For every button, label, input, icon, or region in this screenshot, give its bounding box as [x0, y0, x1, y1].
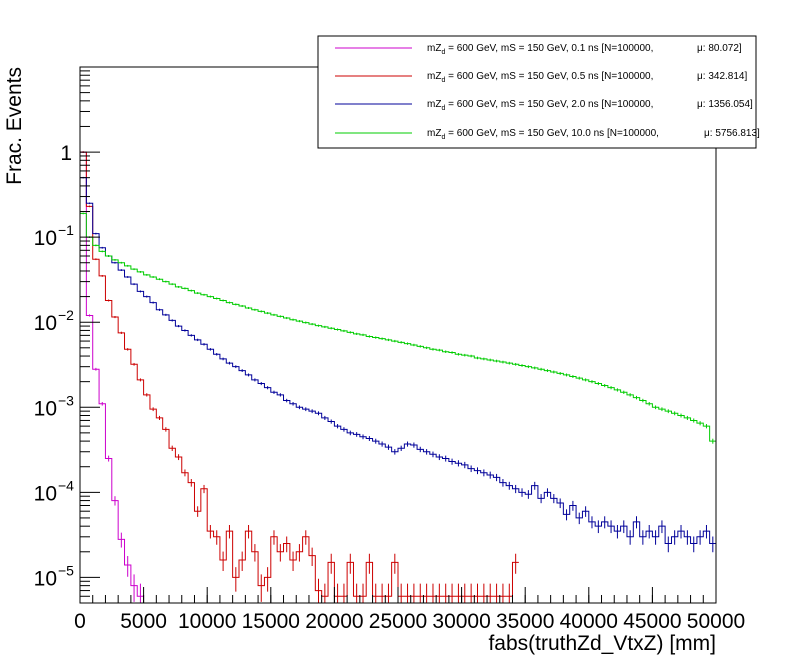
- legend-label-subscript: d: [441, 105, 445, 112]
- legend-mean: μ: 5756.813]: [704, 128, 760, 139]
- y-tick-base: 10: [34, 312, 57, 335]
- y-tick-label: 10 −2: [34, 307, 75, 335]
- legend-entry: mZd = 600 GeV, mS = 150 GeV, 2.0 ns [N=1…: [335, 99, 753, 112]
- histogram-series-layer: [80, 151, 716, 603]
- legend-label-prefix: mZ: [427, 99, 441, 110]
- legend-label: mZd = 600 GeV, mS = 150 GeV, 0.5 ns [N=1…: [427, 71, 653, 84]
- series-1: [80, 151, 519, 603]
- y-axis: 10 −510 −410 −310 −210 −11: [34, 70, 100, 597]
- y-tick-exponent: −2: [58, 307, 74, 323]
- legend-label: mZd = 600 GeV, mS = 150 GeV, 0.1 ns [N=1…: [427, 43, 653, 56]
- series-0: [80, 151, 144, 603]
- legend-label-text: = 600 GeV, mS = 150 GeV, 0.5 ns [N=10000…: [445, 71, 653, 82]
- legend-label-prefix: mZ: [427, 43, 441, 54]
- x-tick-label: 25000: [369, 610, 427, 633]
- x-tick-label: 50000: [687, 610, 745, 633]
- legend-entry: mZd = 600 GeV, mS = 150 GeV, 0.5 ns [N=1…: [335, 71, 747, 84]
- legend-label: mZd = 600 GeV, mS = 150 GeV, 2.0 ns [N=1…: [427, 99, 653, 112]
- x-tick-label: 40000: [560, 610, 618, 633]
- x-tick-label: 35000: [496, 610, 554, 633]
- y-tick-exponent: −4: [58, 477, 74, 493]
- series-step-line: [80, 177, 716, 545]
- legend-label-text: = 600 GeV, mS = 150 GeV, 0.1 ns [N=10000…: [445, 43, 653, 54]
- x-tick-label: 15000: [242, 610, 300, 633]
- legend-label-text: = 600 GeV, mS = 150 GeV, 2.0 ns [N=10000…: [445, 99, 653, 110]
- series-step-line: [80, 212, 716, 442]
- legend-label: mZd = 600 GeV, mS = 150 GeV, 10.0 ns [N=…: [427, 128, 659, 141]
- legend-label-subscript: d: [441, 134, 445, 141]
- legend-label-text: = 600 GeV, mS = 150 GeV, 10.0 ns [N=1000…: [445, 128, 659, 139]
- y-tick-base: 10: [34, 227, 57, 250]
- y-tick-exponent: −5: [58, 562, 74, 578]
- y-tick-exponent: −1: [58, 222, 74, 238]
- y-tick-base: 10: [34, 397, 57, 420]
- y-tick-base: 10: [34, 567, 57, 590]
- x-axis: 0 5000 10000 15000 20000 25000 30000 35000 40000…: [74, 587, 745, 633]
- legend-label-prefix: mZ: [427, 71, 441, 82]
- legend-entry: mZd = 600 GeV, mS = 150 GeV, 0.1 ns [N=1…: [335, 43, 742, 56]
- legend-mean: μ: 1356.054]: [697, 99, 753, 110]
- legend-mean: μ: 80.072]: [697, 43, 742, 54]
- x-tick-label: 30000: [432, 610, 490, 633]
- x-tick-label: 20000: [305, 610, 363, 633]
- y-tick-label: 10 −3: [34, 392, 75, 420]
- legend-label-prefix: mZ: [427, 128, 441, 139]
- y-tick-exponent: −3: [58, 392, 74, 408]
- series-step-line: [80, 151, 519, 597]
- x-tick-label: 10000: [178, 610, 236, 633]
- y-tick-base: 1: [60, 142, 72, 165]
- x-tick-label: 0: [74, 610, 86, 633]
- x-tick-label: 45000: [623, 610, 681, 633]
- y-axis-title: Frac. Events: [3, 67, 26, 185]
- series-3: [80, 212, 716, 444]
- legend-mean: μ: 342.814]: [697, 71, 747, 82]
- y-tick-label: 10 −4: [34, 477, 75, 505]
- legend-label-subscript: d: [441, 49, 445, 56]
- legend-entry: mZd = 600 GeV, mS = 150 GeV, 10.0 ns [N=…: [335, 128, 760, 141]
- y-tick-label: 1: [60, 142, 72, 165]
- y-tick-label: 10 −5: [34, 562, 75, 590]
- x-axis-title: fabs(truthZd_VtxZ) [mm]: [488, 632, 716, 655]
- y-tick-base: 10: [34, 482, 57, 505]
- legend: mZd = 600 GeV, mS = 150 GeV, 0.1 ns [N=1…: [317, 35, 760, 149]
- series-2: [80, 176, 716, 553]
- legend-label-subscript: d: [441, 77, 445, 84]
- legend-box: [317, 35, 757, 149]
- y-tick-label: 10 −1: [34, 222, 75, 250]
- x-tick-label: 5000: [120, 610, 167, 633]
- series-step-line: [80, 151, 144, 597]
